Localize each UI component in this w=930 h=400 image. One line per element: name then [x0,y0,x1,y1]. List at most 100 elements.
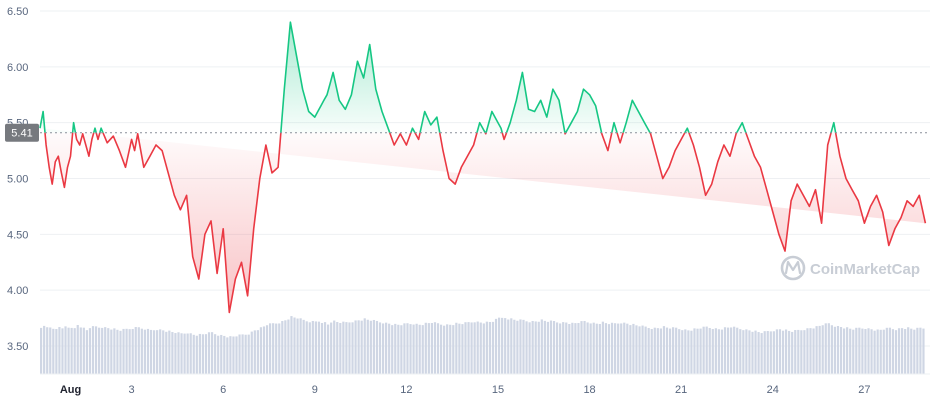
x-tick-label: 15 [492,384,504,396]
volume-bar [262,326,266,374]
volume-bar [458,323,461,374]
volume-bar [766,331,769,374]
volume-bar [272,323,275,374]
volume-bar [855,327,858,374]
volume-bar [797,329,800,374]
volume-bar [665,327,669,374]
volume-bar [723,327,727,374]
volume-bar [116,329,119,374]
volume-bar [595,323,598,374]
volume-bar [58,327,61,374]
volume-bar [568,324,571,374]
x-tick-label: 3 [129,384,135,396]
volume-bar [333,320,336,374]
volume-bar [479,322,482,374]
volume-bar [803,330,806,374]
volume-bar [894,330,898,374]
volume-bar [607,324,611,374]
volume-bar [143,329,147,374]
volume-bar [131,329,134,374]
volume-bar [94,326,98,374]
volume-bar [751,331,754,374]
volume-bar [381,323,385,374]
volume-bar [589,323,592,374]
volume-bar [241,334,244,374]
volume-bar [378,322,382,374]
y-tick-label: 6.00 [7,62,28,74]
volume-bar [672,327,675,374]
volume-bar [485,321,488,374]
volume-bar [650,329,653,374]
volume-bar [388,323,391,374]
volume-bar [195,335,198,374]
volume-bar [446,324,449,374]
volume-bar [400,325,403,374]
volume-bar [421,325,424,374]
volume-bar [162,330,165,374]
volume-bar [522,319,525,374]
volume-bar [467,322,470,374]
y-tick-label: 4.00 [7,285,28,297]
volume-bar [52,328,55,374]
volume-bar [617,323,620,374]
volume-bar [409,324,412,374]
volume-bar [330,322,333,374]
volume-bar [104,327,107,374]
volume-bar [858,327,861,374]
volume-bar [641,325,644,374]
volume-bar [357,320,360,374]
volume-bar [91,326,95,374]
volume-bar [800,330,803,374]
volume-bar [82,327,85,374]
volume-bar [278,323,281,374]
volume-bar [415,323,418,374]
volume-bar [137,327,140,374]
price-line [39,21,927,314]
volume-bar [464,322,467,374]
volume-bar [165,331,168,374]
x-tick-label: 6 [220,384,226,396]
volume-bar [675,327,678,374]
volume-bar [891,329,895,374]
volume-bar [455,322,458,374]
volume-bar [339,322,342,374]
volume-bar [592,322,595,374]
volume-bar [659,328,662,374]
volume-bar [629,325,632,374]
volume-bar [366,319,369,374]
volume-bar [504,318,507,374]
volume-bar [815,326,818,374]
volume-bar [369,320,372,374]
volume-bar [910,328,913,374]
volume-bar [745,329,748,374]
volume-bar [354,320,357,374]
x-tick-label: 24 [767,384,779,396]
coinmarketcap-logo-icon [780,255,806,281]
volume-bar [128,329,131,374]
volume-bar [470,322,473,374]
volume-bar [85,330,88,374]
volume-bar [809,328,812,374]
volume-bar [876,329,879,374]
volume-bar [443,325,446,374]
y-tick-label: 5.00 [7,174,28,186]
volume-bar [287,319,290,374]
volume-bar [806,328,809,374]
price-line-below [44,132,927,314]
volume-bar [40,327,43,374]
volume-bar [342,321,345,374]
volume-bar [620,323,623,374]
volume-bar [501,317,504,374]
volume-bar [540,319,543,374]
volume-bar [760,333,763,374]
y-tick-label: 6.50 [7,6,28,18]
volume-bar [449,324,452,374]
volume-bar [794,330,797,374]
reference-price-badge [5,123,39,142]
volume-bar [256,330,259,374]
volume-bar [189,333,192,374]
volume-bar [491,321,495,374]
volume-bar [510,318,513,374]
volume-bar [326,324,330,374]
